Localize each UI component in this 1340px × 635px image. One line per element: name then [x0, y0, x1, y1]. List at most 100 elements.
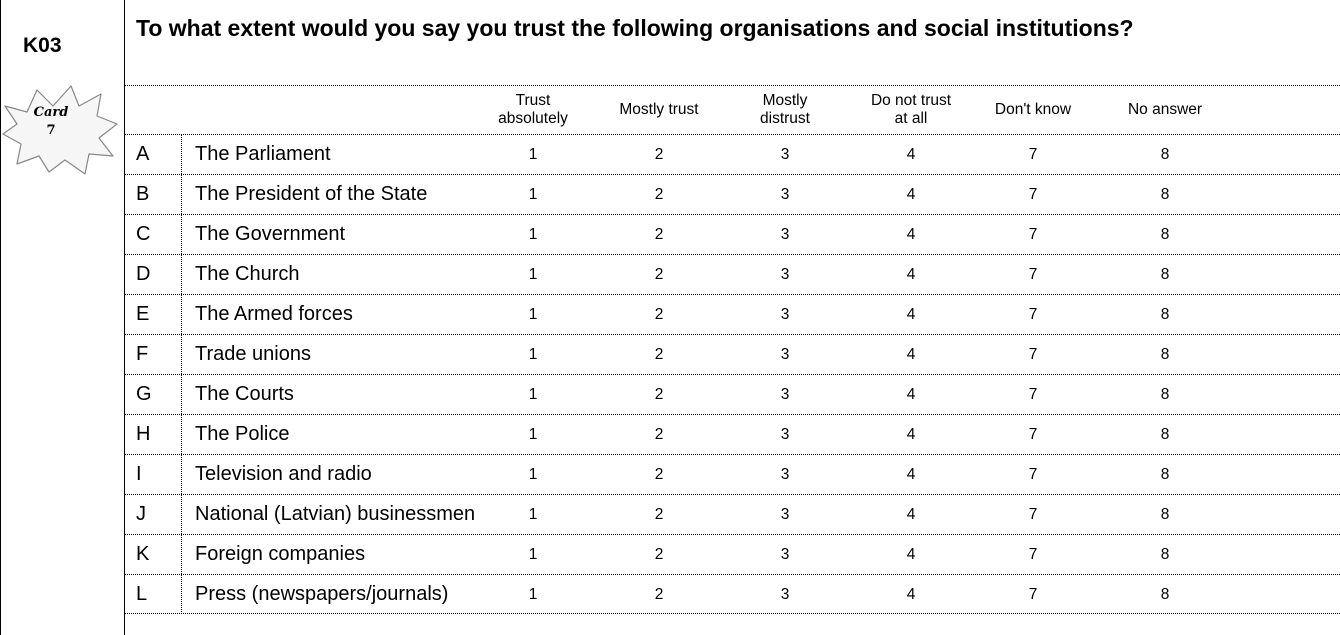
response-code[interactable]: 2	[654, 225, 664, 243]
item-label: The Police	[195, 423, 290, 445]
response-code[interactable]: 8	[1160, 385, 1170, 403]
response-code[interactable]: 2	[654, 425, 664, 443]
response-code[interactable]: 1	[528, 585, 538, 603]
response-code[interactable]: 3	[780, 585, 790, 603]
response-code[interactable]: 8	[1160, 345, 1170, 363]
response-code[interactable]: 2	[654, 265, 664, 283]
response-code[interactable]: 4	[906, 145, 916, 163]
response-code[interactable]: 4	[906, 345, 916, 363]
card-number: 7	[46, 123, 56, 138]
response-code[interactable]: 3	[780, 385, 790, 403]
response-code[interactable]: 8	[1160, 545, 1170, 563]
response-code[interactable]: 7	[1028, 385, 1038, 403]
response-code[interactable]: 8	[1160, 145, 1170, 163]
response-code[interactable]: 7	[1028, 465, 1038, 483]
response-code[interactable]: 1	[528, 345, 538, 363]
response-code[interactable]: 2	[654, 465, 664, 483]
response-code[interactable]: 2	[654, 585, 664, 603]
item-label: National (Latvian) businessmen	[195, 503, 476, 525]
response-code[interactable]: 2	[654, 505, 664, 523]
response-code[interactable]: 1	[528, 505, 538, 523]
table-row: A The Parliament 1 2 3 4 7 8	[125, 134, 1340, 174]
response-code[interactable]: 3	[780, 505, 790, 523]
table-row: H The Police 1 2 3 4 7 8	[125, 414, 1340, 454]
response-code[interactable]: 3	[780, 305, 790, 323]
response-code[interactable]: 4	[906, 585, 916, 603]
item-code: A	[125, 135, 182, 174]
response-code[interactable]: 8	[1160, 585, 1170, 603]
table-row: K Foreign companies 1 2 3 4 7 8	[125, 534, 1340, 574]
response-code[interactable]: 1	[528, 385, 538, 403]
response-code[interactable]: 3	[780, 145, 790, 163]
table-row: C The Government 1 2 3 4 7 8	[125, 214, 1340, 254]
response-code[interactable]: 1	[528, 545, 538, 563]
table-row: L Press (newspapers/journals) 1 2 3 4 7 8	[125, 574, 1340, 614]
response-code[interactable]: 1	[528, 305, 538, 323]
column-header: No answer	[1127, 101, 1203, 118]
response-code[interactable]: 1	[528, 145, 538, 163]
response-code[interactable]: 4	[906, 305, 916, 323]
response-code[interactable]: 4	[906, 505, 916, 523]
divider	[125, 85, 1340, 86]
table-row: G The Courts 1 2 3 4 7 8	[125, 374, 1340, 414]
response-code[interactable]: 4	[906, 385, 916, 403]
response-code[interactable]: 8	[1160, 505, 1170, 523]
response-code[interactable]: 7	[1028, 265, 1038, 283]
response-code[interactable]: 7	[1028, 585, 1038, 603]
column-header: Don't know	[994, 101, 1072, 118]
response-code[interactable]: 1	[528, 185, 538, 203]
response-code[interactable]: 3	[780, 425, 790, 443]
item-label: The Armed forces	[195, 303, 353, 325]
response-code[interactable]: 7	[1028, 185, 1038, 203]
response-code[interactable]: 3	[780, 265, 790, 283]
response-code[interactable]: 4	[906, 425, 916, 443]
response-code[interactable]: 4	[906, 225, 916, 243]
response-code[interactable]: 1	[528, 265, 538, 283]
table-row: B The President of the State 1 2 3 4 7 8	[125, 174, 1340, 214]
response-code[interactable]: 7	[1028, 145, 1038, 163]
response-code[interactable]: 4	[906, 545, 916, 563]
column-header-row: Trust absolutely Mostly trust Mostly distr…	[125, 86, 1340, 134]
item-code: C	[125, 215, 182, 254]
response-code[interactable]: 2	[654, 145, 664, 163]
response-code[interactable]: 8	[1160, 465, 1170, 483]
response-code[interactable]: 7	[1028, 545, 1038, 563]
response-code[interactable]: 3	[780, 225, 790, 243]
table-row: J National (Latvian) businessmen 1 2 3 4 7 8	[125, 494, 1340, 534]
question-text: To what extent would you say you trust t…	[136, 15, 1134, 41]
response-code[interactable]: 7	[1028, 425, 1038, 443]
response-code[interactable]: 7	[1028, 305, 1038, 323]
response-code[interactable]: 7	[1028, 225, 1038, 243]
card-burst-icon	[2, 85, 118, 175]
response-code[interactable]: 8	[1160, 425, 1170, 443]
response-code[interactable]: 3	[780, 545, 790, 563]
response-code[interactable]: 3	[780, 185, 790, 203]
response-code[interactable]: 7	[1028, 345, 1038, 363]
response-code[interactable]: 8	[1160, 265, 1170, 283]
response-code[interactable]: 2	[654, 305, 664, 323]
response-code[interactable]: 4	[906, 265, 916, 283]
column-header: Trust absolutely	[498, 92, 568, 127]
column-header: Do not trust at all	[870, 92, 952, 127]
table-row: I Television and radio 1 2 3 4 7 8	[125, 454, 1340, 494]
response-code[interactable]: 1	[528, 425, 538, 443]
response-code[interactable]: 2	[654, 185, 664, 203]
response-code[interactable]: 8	[1160, 185, 1170, 203]
response-code[interactable]: 4	[906, 465, 916, 483]
response-code[interactable]: 2	[654, 345, 664, 363]
response-code[interactable]: 4	[906, 185, 916, 203]
response-code[interactable]: 7	[1028, 505, 1038, 523]
response-code[interactable]: 2	[654, 385, 664, 403]
response-code[interactable]: 3	[780, 465, 790, 483]
item-code: B	[125, 175, 182, 214]
item-code: L	[125, 575, 182, 614]
item-code: I	[125, 455, 182, 494]
item-code: K	[125, 535, 182, 574]
response-code[interactable]: 3	[780, 345, 790, 363]
response-code[interactable]: 2	[654, 545, 664, 563]
response-code[interactable]: 8	[1160, 305, 1170, 323]
item-code: D	[125, 255, 182, 294]
response-code[interactable]: 1	[528, 225, 538, 243]
response-code[interactable]: 1	[528, 465, 538, 483]
response-code[interactable]: 8	[1160, 225, 1170, 243]
